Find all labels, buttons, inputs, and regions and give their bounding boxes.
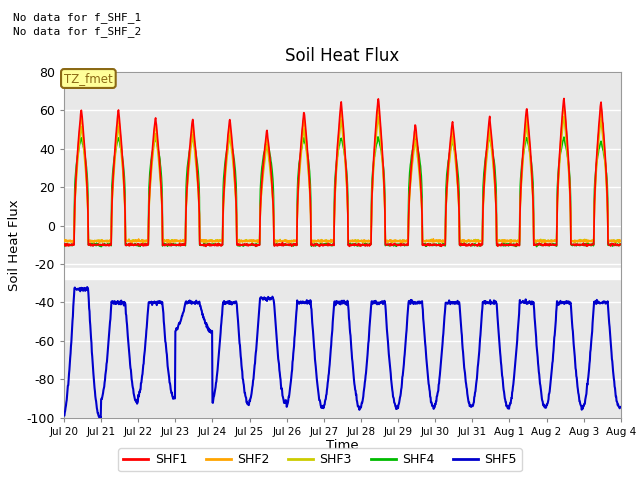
SHF3	[171, 238, 179, 244]
SHF4	[502, 241, 510, 247]
Line: SHF2: SHF2	[64, 105, 620, 243]
SHF2	[184, 169, 192, 175]
SHF1	[246, 242, 254, 248]
SHF1	[170, 242, 178, 248]
SHF1	[316, 243, 323, 249]
SHF5	[429, 404, 437, 410]
Line: SHF5: SHF5	[64, 287, 620, 418]
SHF5	[83, 284, 91, 290]
SHF1	[560, 96, 568, 101]
SHF2	[69, 240, 77, 246]
SHF5	[97, 415, 104, 420]
SHF5	[616, 404, 624, 410]
Bar	[64, 268, 621, 279]
SHF2	[246, 238, 254, 243]
SHF1	[429, 242, 436, 248]
SHF3	[551, 238, 559, 244]
Legend: SHF1, SHF2, SHF3, SHF4, SHF5: SHF1, SHF2, SHF3, SHF4, SHF5	[118, 448, 522, 471]
SHF4	[551, 242, 559, 248]
SHF3	[184, 174, 192, 180]
SHF1	[551, 242, 559, 248]
SHF5	[171, 396, 179, 401]
SHF5	[60, 413, 68, 419]
SHF2	[502, 239, 510, 244]
SHF3	[616, 239, 624, 244]
SHF4	[60, 243, 68, 249]
SHF1	[616, 241, 624, 247]
SHF1	[60, 241, 68, 247]
Text: TZ_fmet: TZ_fmet	[64, 72, 113, 85]
SHF4	[429, 242, 437, 248]
Line: SHF3: SHF3	[64, 116, 620, 242]
SHF4	[374, 134, 382, 140]
SHF1	[502, 241, 509, 247]
SHF5	[247, 395, 255, 401]
Y-axis label: Soil Heat Flux: Soil Heat Flux	[8, 199, 21, 290]
SHF2	[616, 238, 624, 243]
SHF3	[502, 238, 510, 244]
SHF5	[502, 399, 510, 405]
Line: SHF1: SHF1	[64, 98, 620, 246]
Title: Soil Heat Flux: Soil Heat Flux	[285, 47, 399, 65]
SHF2	[60, 237, 68, 242]
X-axis label: Time: Time	[326, 439, 358, 453]
SHF5	[185, 299, 193, 304]
SHF4	[184, 159, 192, 165]
SHF3	[246, 238, 254, 244]
SHF3	[429, 239, 437, 245]
SHF4	[171, 241, 179, 247]
SHF3	[166, 240, 174, 245]
SHF4	[97, 244, 105, 250]
SHF2	[374, 102, 382, 108]
SHF4	[616, 241, 624, 247]
SHF1	[184, 172, 191, 178]
SHF4	[246, 242, 254, 248]
SHF2	[551, 239, 559, 244]
SHF5	[551, 327, 559, 333]
SHF3	[374, 113, 382, 119]
Text: No data for f_SHF_1: No data for f_SHF_1	[13, 12, 141, 23]
Text: No data for f_SHF_2: No data for f_SHF_2	[13, 26, 141, 37]
SHF2	[171, 239, 179, 244]
Line: SHF4: SHF4	[64, 137, 620, 247]
SHF2	[429, 236, 437, 242]
SHF3	[60, 238, 68, 244]
